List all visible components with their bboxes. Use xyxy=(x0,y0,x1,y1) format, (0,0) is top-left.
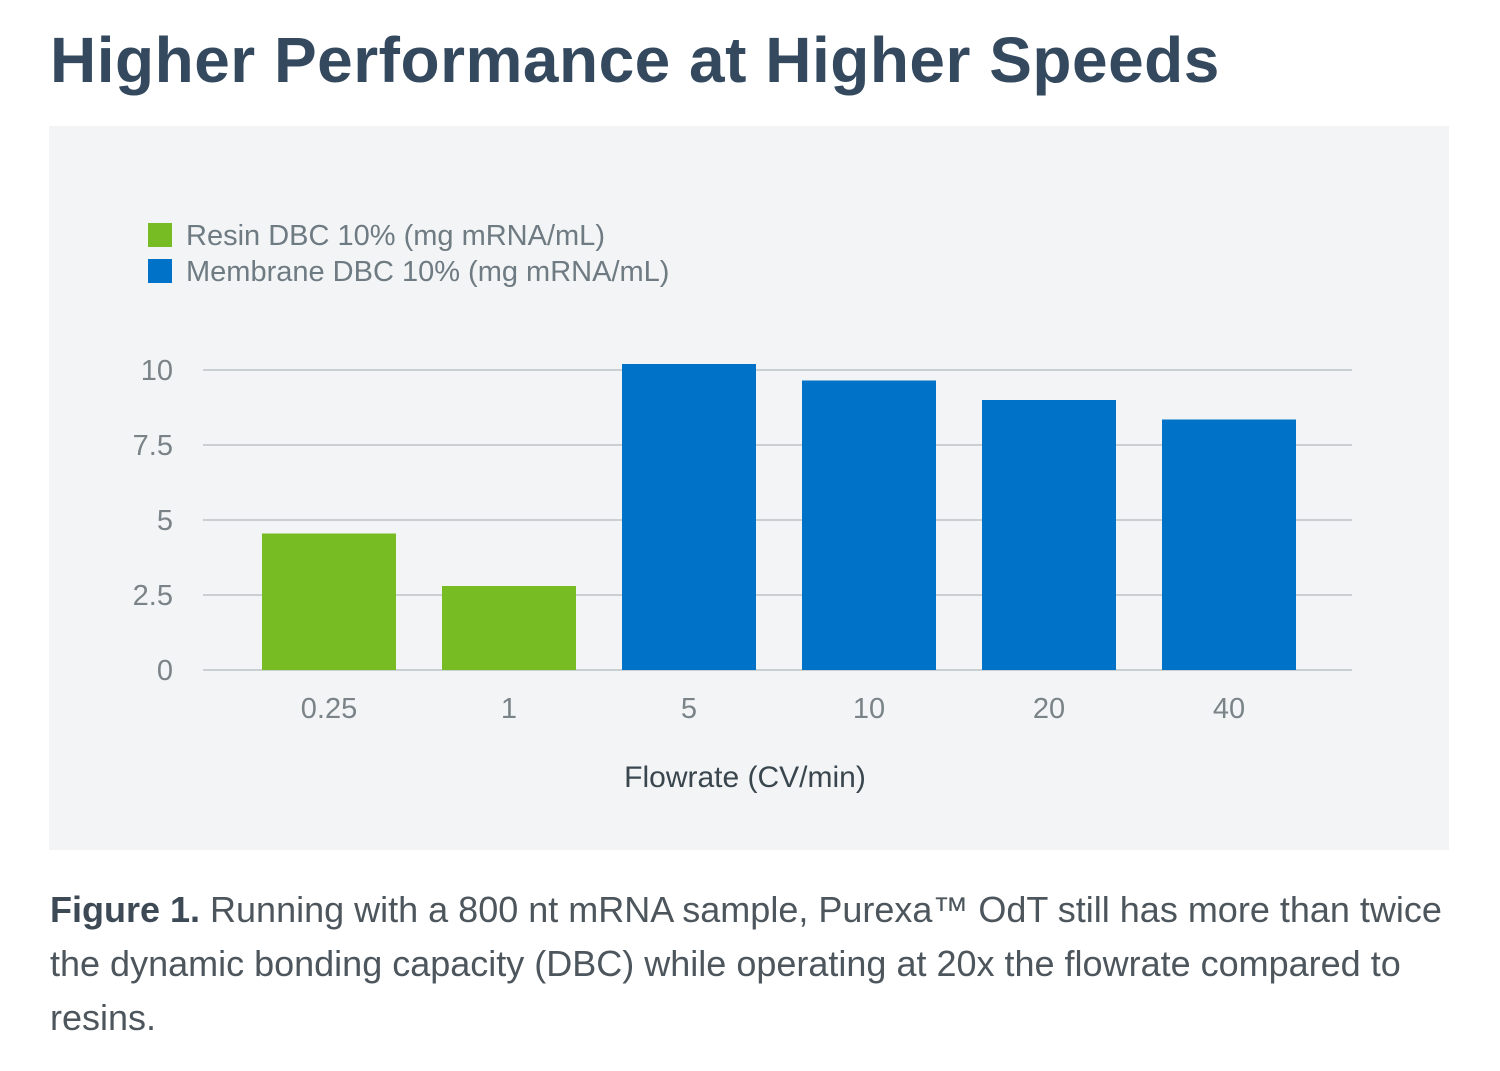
bar-membrane-20 xyxy=(982,400,1116,670)
bar-chart: 0 2.5 5 7.5 10 0.25 1 5 10 20 40 Resin DBC 10% (m… xyxy=(133,220,1352,794)
chart-panel: 0 2.5 5 7.5 10 0.25 1 5 10 20 40 Resin DBC 10% (m… xyxy=(49,126,1449,850)
caption-label: Figure 1. xyxy=(50,889,201,930)
bar-membrane-10 xyxy=(802,380,936,670)
legend: Resin DBC 10% (mg mRNA/mL) Membrane DBC 1… xyxy=(148,220,669,288)
bars xyxy=(262,364,1296,670)
bar-membrane-40 xyxy=(1162,419,1296,670)
x-tick-label: 1 xyxy=(501,693,517,725)
caption-text: Running with a 800 nt mRNA sample, Purex… xyxy=(50,889,1442,1038)
bar-membrane-5 xyxy=(622,364,756,670)
legend-label: Membrane DBC 10% (mg mRNA/mL) xyxy=(186,256,669,288)
bar-resin-0.25 xyxy=(262,533,396,670)
y-tick-label: 5 xyxy=(157,505,173,537)
figure-caption: Figure 1. Running with a 800 nt mRNA sam… xyxy=(50,883,1450,1045)
x-tick-label: 40 xyxy=(1213,693,1245,725)
x-tick-label: 5 xyxy=(681,693,697,725)
legend-swatch xyxy=(148,223,172,247)
x-tick-label: 10 xyxy=(853,693,885,725)
x-axis-ticks: 0.25 1 5 10 20 40 xyxy=(301,693,1245,725)
y-tick-label: 2.5 xyxy=(133,580,173,612)
legend-swatch xyxy=(148,259,172,283)
y-tick-label: 0 xyxy=(157,655,173,687)
bar-resin-1 xyxy=(442,586,576,670)
y-tick-label: 10 xyxy=(141,355,173,387)
y-tick-label: 7.5 xyxy=(133,430,173,462)
x-axis-title: Flowrate (CV/min) xyxy=(624,761,866,794)
x-tick-label: 20 xyxy=(1033,693,1065,725)
x-tick-label: 0.25 xyxy=(301,693,357,725)
page-title: Higher Performance at Higher Speeds xyxy=(50,24,1220,96)
y-axis-ticks: 0 2.5 5 7.5 10 xyxy=(133,355,173,687)
legend-label: Resin DBC 10% (mg mRNA/mL) xyxy=(186,220,605,252)
